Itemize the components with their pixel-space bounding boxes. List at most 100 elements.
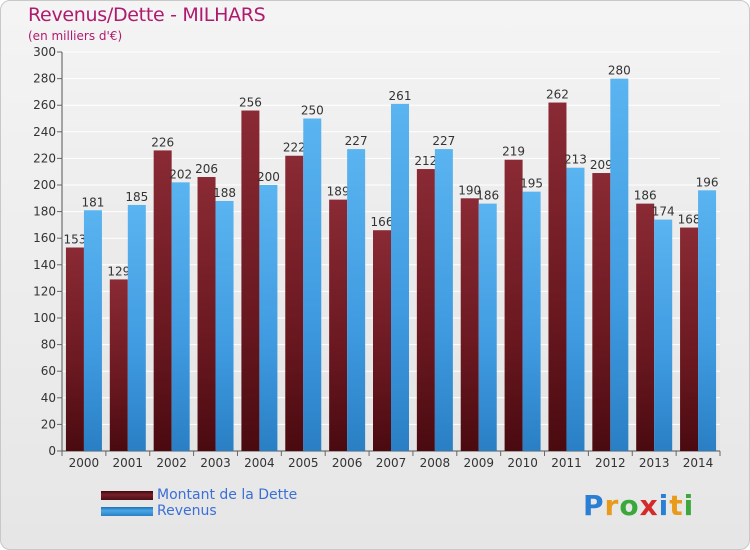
legend-swatch-revenus: [101, 506, 153, 516]
legend-item-revenus: Revenus: [101, 503, 297, 519]
bar-dette: [416, 169, 435, 452]
bar-revenus: [654, 219, 673, 451]
data-label: 195: [520, 177, 543, 191]
x-tick-label: 2013: [639, 456, 670, 470]
bar-dette: [241, 110, 260, 452]
data-label: 185: [125, 190, 148, 204]
bar-revenus: [215, 200, 234, 451]
x-tick-label: 2014: [683, 456, 714, 470]
bar-revenus: [171, 182, 190, 451]
data-label: 202: [169, 167, 192, 181]
data-label: 190: [458, 183, 481, 197]
data-label: 213: [564, 153, 587, 167]
data-label: 153: [63, 233, 86, 247]
bar-revenus: [127, 204, 146, 451]
bar-dette: [460, 198, 479, 451]
bar-revenus: [347, 149, 366, 451]
data-label: 188: [213, 186, 236, 200]
y-tick-label: 200: [33, 178, 56, 192]
bar-revenus: [83, 210, 102, 451]
bar-revenus: [434, 149, 453, 451]
y-tick-label: 60: [41, 364, 56, 378]
data-label: 186: [476, 189, 499, 203]
x-tick-label: 2003: [200, 456, 231, 470]
bar-revenus: [522, 191, 541, 451]
x-tick-label: 2008: [420, 456, 451, 470]
x-tick-label: 2000: [69, 456, 100, 470]
x-tick-label: 2009: [463, 456, 494, 470]
y-tick-label: 0: [48, 444, 56, 458]
bar-dette: [636, 203, 655, 451]
bar-dette: [65, 247, 84, 451]
x-tick-label: 2004: [244, 456, 275, 470]
data-label: 166: [371, 215, 394, 229]
bar-revenus: [259, 185, 278, 451]
bar-dette: [197, 177, 216, 451]
bar-dette: [153, 150, 172, 452]
x-tick-label: 2002: [156, 456, 187, 470]
data-label: 168: [678, 213, 701, 227]
bar-revenus: [566, 167, 585, 451]
y-tick-label: 240: [33, 125, 56, 139]
legend-label-revenus: Revenus: [157, 503, 217, 519]
y-tick-label: 300: [33, 45, 56, 59]
data-label: 250: [301, 104, 324, 118]
data-label: 219: [502, 145, 525, 159]
data-label: 186: [634, 189, 657, 203]
data-label: 227: [432, 134, 455, 148]
bar-dette: [548, 102, 567, 451]
chart-subtitle: (en milliers d'€): [28, 29, 123, 43]
data-label: 280: [608, 64, 631, 78]
bar-dette: [680, 227, 699, 451]
data-label: 226: [151, 135, 174, 149]
legend-item-dette: Montant de la Dette: [101, 487, 297, 503]
y-tick-label: 80: [41, 338, 56, 352]
data-label: 189: [327, 185, 350, 199]
legend: Montant de la Dette Revenus: [101, 487, 297, 519]
bar-dette: [109, 279, 128, 451]
data-label: 129: [107, 264, 130, 278]
x-tick-label: 2006: [332, 456, 363, 470]
x-tick-label: 2011: [551, 456, 582, 470]
x-tick-label: 2005: [288, 456, 319, 470]
data-label: 206: [195, 162, 218, 176]
data-label: 212: [414, 154, 437, 168]
bar-dette: [504, 159, 523, 452]
data-label: 227: [345, 134, 368, 148]
bar-revenus: [391, 103, 409, 452]
data-label: 209: [590, 158, 613, 172]
bar-revenus: [698, 190, 717, 451]
bar-dette: [285, 155, 304, 452]
y-tick-label: 120: [33, 284, 56, 298]
y-tick-label: 220: [33, 151, 56, 165]
data-label: 174: [652, 205, 675, 219]
bar-revenus: [303, 118, 322, 451]
x-tick-label: 2001: [113, 456, 144, 470]
x-tick-label: 2007: [376, 456, 407, 470]
bar-dette: [373, 230, 391, 451]
x-tick-label: 2012: [595, 456, 626, 470]
data-label: 261: [389, 89, 412, 103]
y-tick-label: 180: [33, 205, 56, 219]
proxiti-logo: Proxiti: [583, 489, 695, 522]
data-label: 181: [81, 195, 104, 209]
legend-label-dette: Montant de la Dette: [157, 487, 298, 503]
y-tick-label: 140: [33, 258, 56, 272]
bar-dette: [592, 173, 611, 451]
data-label: 262: [546, 88, 569, 102]
y-tick-label: 280: [33, 72, 56, 86]
y-tick-label: 260: [33, 98, 56, 112]
data-label: 256: [239, 96, 262, 110]
data-label: 200: [257, 170, 280, 184]
bar-revenus: [478, 203, 497, 451]
x-tick-label: 2010: [507, 456, 538, 470]
y-tick-label: 40: [41, 391, 56, 405]
legend-swatch-dette: [101, 490, 153, 500]
bar-dette: [329, 199, 348, 451]
y-tick-label: 20: [41, 417, 56, 431]
data-label: 222: [283, 141, 306, 155]
data-label: 196: [696, 175, 719, 189]
bar-revenus: [610, 78, 629, 451]
